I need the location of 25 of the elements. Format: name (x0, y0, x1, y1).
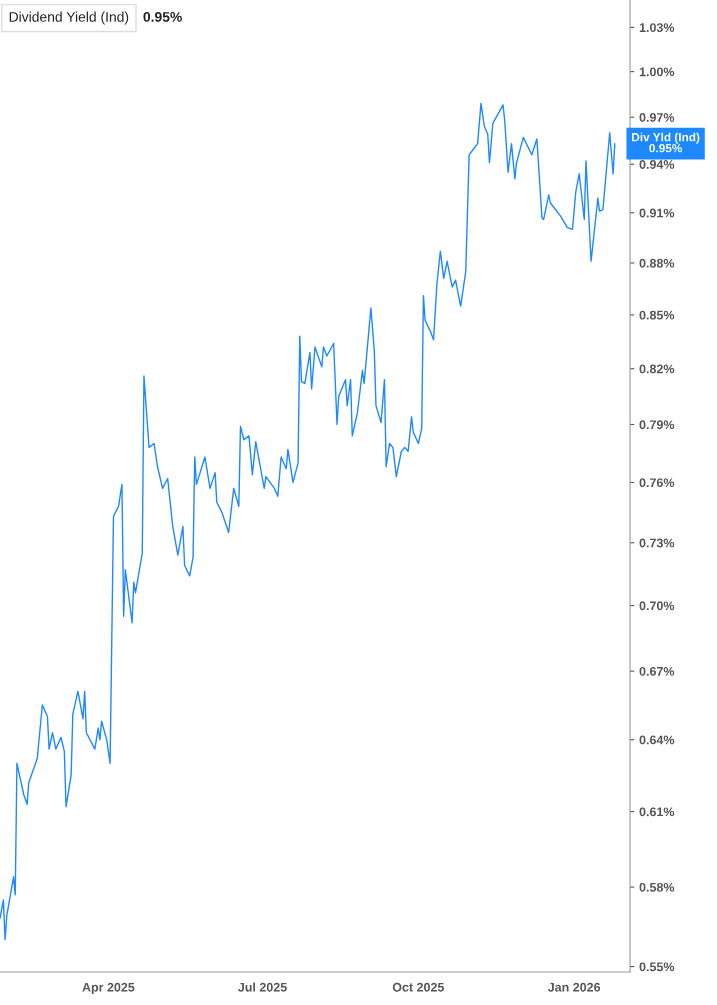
x-tick-label: Apr 2025 (82, 982, 135, 995)
y-tick-label: 0.97% (639, 113, 675, 122)
y-tick-label: 1.03% (639, 23, 675, 33)
y-tick-label: 0.58% (639, 882, 675, 892)
y-tick-label: 0.79% (639, 420, 675, 430)
y-tick-label: 0.76% (639, 478, 675, 488)
x-tick-label: Jan 2026 (547, 982, 601, 992)
y-tick-label: 0.85% (639, 310, 675, 320)
y-tick-label: 0.82% (639, 364, 675, 374)
x-tick-label: Jul 2025 (238, 982, 287, 992)
y-tick-label: 1.00% (639, 67, 675, 77)
y-tick-label: 0.67% (639, 666, 675, 676)
line-series (0, 102, 616, 941)
y-tick-label: 0.64% (639, 735, 675, 745)
y-tick-label: 0.88% (639, 258, 675, 268)
y-tick-label: 0.55% (639, 962, 675, 972)
text: 0.95% (143, 11, 182, 22)
annotation: Div Yld (Ind) 0.95% (632, 132, 700, 153)
x-tick-label: Oct 2025 (392, 982, 445, 992)
y-tick-label: 0.61% (639, 807, 675, 817)
text: Dividend Yield (Ind) (9, 11, 129, 25)
y-tick-label: 0.94% (639, 160, 675, 169)
y-tick-label: 0.91% (639, 208, 675, 218)
y-tick-label: 0.73% (639, 538, 675, 548)
y-tick-label: 0.70% (639, 601, 675, 611)
